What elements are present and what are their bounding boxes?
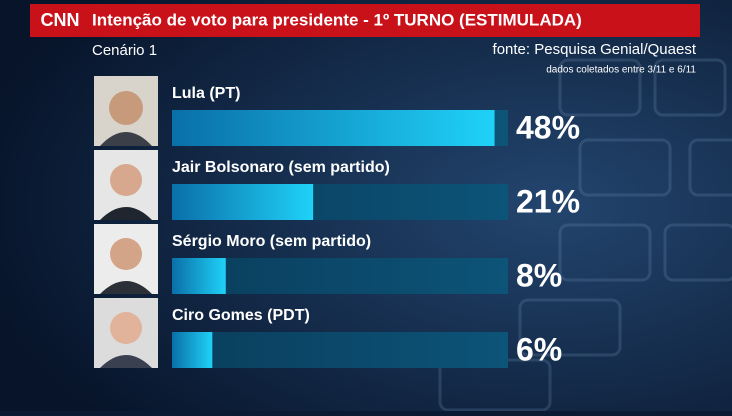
note: dados coletados entre 3/11 e 6/11 <box>546 65 696 76</box>
bar-track <box>172 258 508 294</box>
chart-title: Intenção de voto para presidente - 1º TU… <box>92 10 582 29</box>
bar <box>172 184 314 220</box>
bar-track <box>172 332 508 368</box>
bar <box>172 332 213 368</box>
value-label: 21% <box>516 183 580 219</box>
value-label: 6% <box>516 331 562 367</box>
candidate-name: Ciro Gomes (PDT) <box>172 307 310 324</box>
value-label: 8% <box>516 257 562 293</box>
source: fonte: Pesquisa Genial/Quaest <box>493 41 697 58</box>
candidate-name: Lula (PT) <box>172 85 240 102</box>
value-label: 48% <box>516 109 580 145</box>
photos <box>94 76 158 368</box>
candidate-name: Jair Bolsonaro (sem partido) <box>172 159 390 176</box>
candidate-name: Sérgio Moro (sem partido) <box>172 233 371 250</box>
bar <box>172 258 226 294</box>
subtitle: Cenário 1 <box>92 42 157 59</box>
logo: CNN <box>41 10 80 30</box>
header-bar <box>30 4 700 37</box>
bar <box>172 110 495 146</box>
